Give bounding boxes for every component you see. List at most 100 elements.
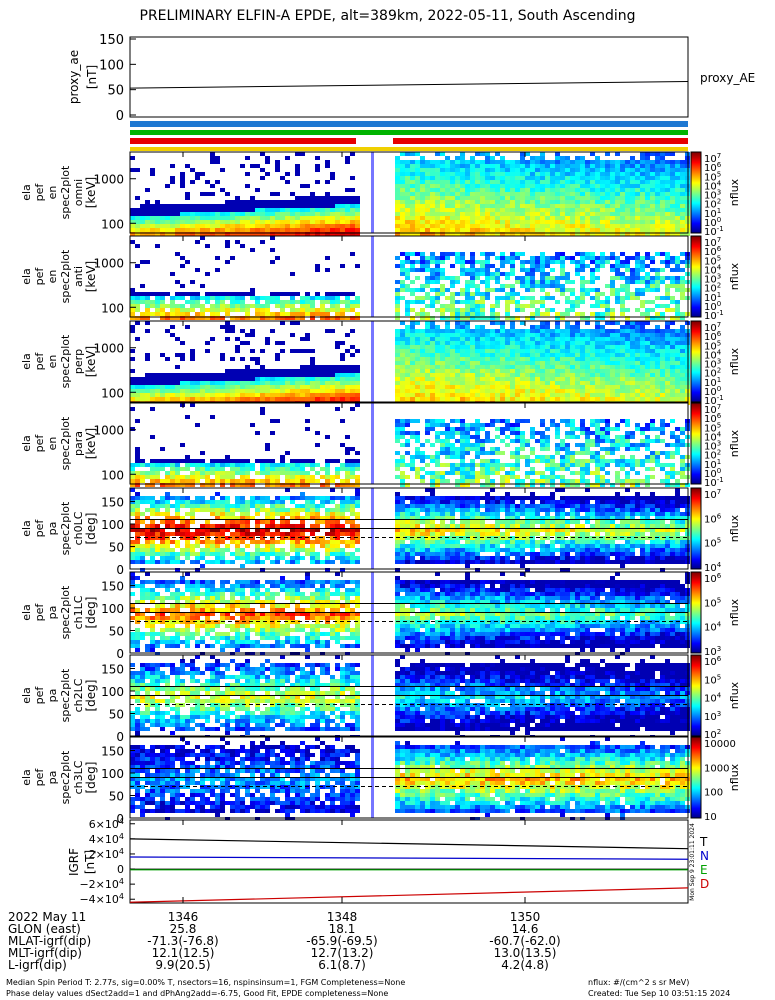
spectrogram-cell: [485, 264, 490, 268]
spectrogram-cell: [605, 349, 610, 353]
spectrogram-cell: [610, 365, 615, 369]
spectrogram-cell: [285, 463, 290, 467]
spectrogram-cell: [130, 389, 135, 393]
spectrogram-cell: [275, 385, 280, 389]
spectrogram-cell: [395, 419, 400, 423]
spectrogram-cell: [580, 260, 585, 264]
spectrogram-cell: [155, 212, 160, 216]
spectrogram-cell: [130, 168, 135, 172]
spectrogram-cell: [220, 475, 225, 479]
spectrogram-cell: [445, 192, 450, 196]
spectrogram-cell: [655, 188, 660, 192]
spectrogram-cell: [480, 172, 485, 176]
spectrogram-cell: [575, 377, 580, 381]
spectrogram-cell: [505, 168, 510, 172]
spectrogram-cell: [260, 373, 265, 377]
spectrogram-cell: [515, 341, 520, 345]
spectrogram-cell: [515, 389, 520, 393]
spectrogram-cell: [460, 308, 465, 312]
spectrogram-cell: [645, 220, 650, 224]
spectrogram-cell: [505, 365, 510, 369]
spectrogram-cell: [675, 357, 680, 361]
colorbar-swatch: [691, 204, 701, 206]
spectrogram-cell: [235, 216, 240, 220]
spectrogram-cell: [605, 312, 610, 316]
spectrogram-cell: [245, 479, 250, 483]
colorbar-swatch: [691, 340, 701, 342]
spectrogram-cell: [660, 296, 665, 300]
spectrogram-cell: [585, 341, 590, 345]
spectrogram-cell: [630, 176, 635, 180]
spectrogram-cell: [620, 353, 625, 357]
spectrogram-cell: [205, 479, 210, 483]
spectrogram-cell: [680, 397, 685, 401]
spectrogram-cell: [270, 312, 275, 316]
spectrogram-cell: [155, 385, 160, 389]
spectrogram-cell: [395, 361, 400, 365]
spectrogram-cell: [250, 224, 255, 228]
spectrogram-cell: [565, 176, 570, 180]
spectrogram-cell: [455, 345, 460, 349]
spectrogram-cell: [400, 337, 405, 341]
spectrogram-cell: [430, 168, 435, 172]
spectrogram-cell: [480, 200, 485, 204]
spectrogram-cell: [200, 236, 205, 240]
spectrogram-cell: [600, 264, 605, 268]
spectrogram-cell: [450, 188, 455, 192]
spectrogram-cell: [680, 196, 685, 200]
spectrogram-cell: [635, 224, 640, 228]
spectrogram-cell: [130, 156, 135, 160]
spectrogram-cell: [670, 164, 675, 168]
spectrogram-cell: [615, 232, 620, 236]
spectrogram-cell: [400, 471, 405, 475]
spectrogram-cell: [425, 333, 430, 337]
spectrogram-cell: [485, 156, 490, 160]
spectrogram-cell: [575, 156, 580, 160]
spectrogram-cell: [675, 397, 680, 401]
spectrogram-cell: [135, 377, 140, 381]
spectrogram-cell: [270, 463, 275, 467]
spectrogram-cell: [565, 168, 570, 172]
spectrogram-cell: [295, 316, 300, 320]
spectrogram-cell: [590, 377, 595, 381]
spectrogram-cell: [345, 292, 350, 296]
colorbar-swatch: [691, 202, 701, 204]
spectrogram-cell: [600, 196, 605, 200]
spectrogram-cell: [340, 308, 345, 312]
spectrogram-cell: [175, 483, 180, 487]
spectrogram-cell: [395, 196, 400, 200]
spectrogram-cell: [155, 373, 160, 377]
spectrogram-cell: [415, 365, 420, 369]
spectrogram-cell: [250, 288, 255, 292]
spectrogram-cell: [625, 308, 630, 312]
spectrogram-cell: [195, 224, 200, 228]
spectrogram-cell: [660, 316, 665, 320]
spectrogram-cell: [180, 172, 185, 176]
spectrogram-cell: [310, 389, 315, 393]
spectrogram-cell: [625, 292, 630, 296]
spectrogram-cell: [600, 341, 605, 345]
spectrogram-cell: [320, 196, 325, 200]
spectrogram-cell: [200, 389, 205, 393]
spectrogram-cell: [245, 292, 250, 296]
colorbar-tick-label: 102: [704, 367, 721, 380]
spectrogram-cell: [465, 397, 470, 401]
spectrogram-cell: [410, 365, 415, 369]
spectrogram-cell: [525, 276, 530, 280]
spectrogram-cell: [580, 188, 585, 192]
spectrogram-cell: [170, 232, 175, 236]
spectrogram-cell: [535, 345, 540, 349]
spectrogram-cell: [355, 483, 360, 487]
spectrogram-cell: [615, 288, 620, 292]
spectrogram-cell: [665, 180, 670, 184]
spectrogram-cell: [540, 172, 545, 176]
spectrogram-cell: [195, 377, 200, 381]
spectrogram-cell: [595, 276, 600, 280]
spectrogram-cell: [585, 361, 590, 365]
spectrogram-cell: [490, 208, 495, 212]
spectrogram-cell: [630, 325, 635, 329]
spectrogram-cell: [405, 451, 410, 455]
spectrogram-cell: [610, 276, 615, 280]
spectrogram-cell: [665, 260, 670, 264]
